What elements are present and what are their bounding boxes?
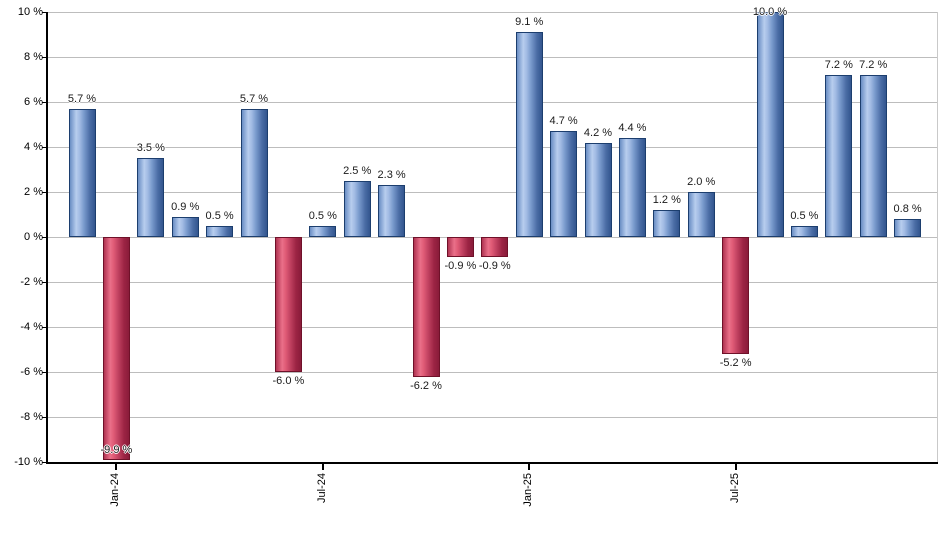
y-axis-label: -4 % <box>20 321 43 333</box>
y-axis-label: 0 % <box>24 231 43 243</box>
bar <box>653 210 681 237</box>
bar-value-label: 5.7 % <box>239 92 269 105</box>
bar-value-label: -6.2 % <box>410 379 442 392</box>
y-axis-label: -10 % <box>14 456 43 468</box>
x-axis-line <box>46 462 938 464</box>
y-axis-label: 2 % <box>24 186 43 198</box>
bar-value-label: 0.9 % <box>171 200 200 213</box>
bar-value-label: -6.0 % <box>272 375 305 387</box>
y-axis-tick <box>42 12 46 13</box>
bar <box>825 75 853 237</box>
bar-value-label: 2.5 % <box>343 164 372 177</box>
y-axis-tick <box>42 417 46 418</box>
bar <box>412 237 440 377</box>
bar <box>790 225 818 237</box>
bar-value-label: -9.9 % <box>100 444 133 456</box>
y-axis-line <box>46 12 48 464</box>
bar-value-label: 4.2 % <box>583 126 613 139</box>
bar <box>137 158 165 237</box>
bar <box>68 108 96 237</box>
y-axis-tick <box>42 192 46 193</box>
bar-value-label: 2.0 % <box>687 176 716 188</box>
y-axis-tick <box>42 462 46 463</box>
bar <box>722 237 750 354</box>
bar <box>481 237 509 258</box>
bar-value-label: -0.9 % <box>478 260 511 273</box>
bar <box>584 142 612 237</box>
y-axis-label: 6 % <box>24 96 43 108</box>
x-axis-label: Jul-25 <box>728 473 741 503</box>
bar <box>894 219 922 237</box>
bar <box>515 32 543 237</box>
bar <box>550 131 578 237</box>
y-axis-label: 10 % <box>17 6 43 18</box>
bar <box>309 225 337 237</box>
y-axis-tick <box>42 282 46 283</box>
bar-value-label: 4.4 % <box>618 122 647 134</box>
y-axis-tick <box>42 372 46 373</box>
gridline <box>48 12 938 13</box>
gridline <box>48 57 938 58</box>
y-axis-label: 4 % <box>24 141 43 153</box>
y-axis-tick <box>42 327 46 328</box>
y-axis-label: -8 % <box>20 411 43 423</box>
bar <box>274 237 302 372</box>
bar <box>378 185 406 237</box>
bar-value-label: 2.3 % <box>377 169 406 182</box>
bar-value-label: 1.2 % <box>652 194 681 206</box>
x-axis-tick <box>321 464 324 470</box>
y-axis-label: -2 % <box>20 276 43 288</box>
x-axis-label: Jan-24 <box>109 473 122 507</box>
y-axis-label: -6 % <box>20 366 43 378</box>
bar <box>102 237 130 460</box>
bar-value-label: 0.8 % <box>893 203 922 215</box>
bar <box>859 75 887 237</box>
bar-value-label: 4.7 % <box>549 115 578 128</box>
y-axis-tick <box>42 237 46 238</box>
bar-value-label: 0.5 % <box>205 209 234 222</box>
y-axis-tick <box>42 102 46 103</box>
x-axis-tick <box>115 464 118 470</box>
bar-value-label: 0.5 % <box>790 209 819 222</box>
y-axis-label: 8 % <box>24 51 43 63</box>
gridline <box>48 417 938 418</box>
bar-value-label: 7.2 % <box>859 59 888 71</box>
bar-value-label: 9.1 % <box>515 16 544 29</box>
bar-value-label: 10.0 % <box>752 6 788 18</box>
gridline <box>48 327 938 328</box>
x-axis-label: Jan-25 <box>522 473 535 507</box>
bar-value-label: 0.5 % <box>308 209 337 222</box>
y-axis-tick <box>42 57 46 58</box>
bar <box>240 108 268 237</box>
y-axis-tick <box>42 147 46 148</box>
bar-value-label: 5.7 % <box>67 92 97 105</box>
bar <box>446 237 474 258</box>
gridline <box>48 192 938 193</box>
bar <box>687 192 715 237</box>
gridline <box>48 102 938 103</box>
x-axis-tick <box>734 464 737 470</box>
x-axis-tick <box>528 464 531 470</box>
gridline <box>48 372 938 373</box>
bar <box>171 216 199 237</box>
x-axis-label: Jul-24 <box>315 473 328 503</box>
gridline <box>48 147 938 148</box>
bar <box>343 180 371 237</box>
bar <box>756 12 784 237</box>
bar <box>206 225 234 237</box>
bar-value-label: 3.5 % <box>136 142 165 155</box>
gridline <box>48 282 938 283</box>
bar-value-label: 7.2 % <box>824 59 853 71</box>
bar <box>618 138 646 237</box>
plot-right-border <box>937 12 938 462</box>
bar-value-label: -0.9 % <box>444 260 477 273</box>
bar-value-label: -5.2 % <box>719 357 752 369</box>
